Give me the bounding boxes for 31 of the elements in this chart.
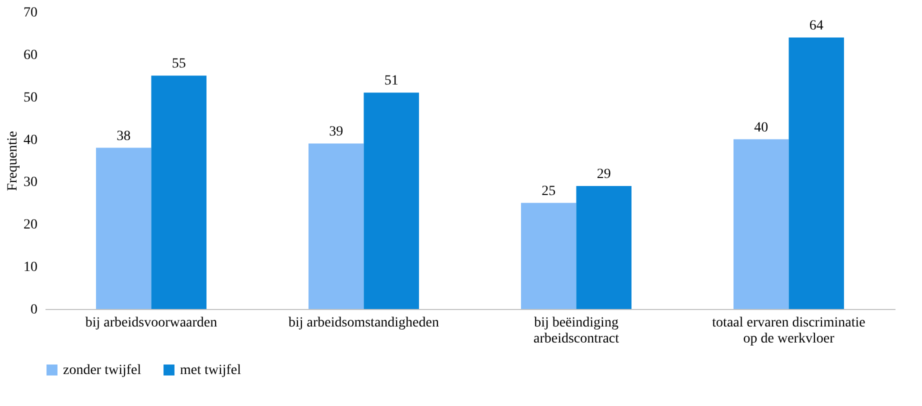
x-tick-label: totaal ervaren discriminatie op de werkvloer bbox=[712, 316, 866, 346]
legend-label: met twijfel bbox=[180, 363, 242, 378]
x-tick-label: bij arbeidsomstandigheden bbox=[288, 316, 439, 330]
data-label: 38 bbox=[116, 128, 131, 144]
legend-label: zonder twijfel bbox=[63, 363, 142, 378]
bar bbox=[521, 202, 576, 309]
y-tick-label: 60 bbox=[24, 48, 38, 63]
y-tick-label: 40 bbox=[24, 132, 38, 148]
data-label: 29 bbox=[596, 166, 611, 182]
bar bbox=[788, 37, 844, 309]
y-tick-label: 20 bbox=[24, 218, 38, 233]
bar bbox=[308, 144, 364, 309]
bar bbox=[151, 76, 206, 309]
bar bbox=[96, 148, 152, 309]
data-label: 64 bbox=[809, 18, 824, 34]
y-tick-label: 70 bbox=[24, 6, 38, 20]
bar bbox=[576, 186, 632, 309]
data-label: 39 bbox=[329, 124, 344, 140]
y-tick-label: 0 bbox=[30, 302, 38, 318]
data-label: 25 bbox=[542, 184, 556, 199]
x-tick-label: bij arbeidsvoorwaarden bbox=[85, 316, 218, 330]
y-axis-title: Frequentie bbox=[6, 131, 20, 191]
y-tick-label: 30 bbox=[24, 175, 38, 190]
data-label: 55 bbox=[172, 56, 186, 72]
y-tick-label: 50 bbox=[24, 90, 38, 106]
bar bbox=[364, 92, 419, 309]
x-tick-label: bij beëindiging arbeidscontract bbox=[533, 316, 620, 346]
bar bbox=[734, 139, 789, 309]
data-label: 40 bbox=[754, 120, 768, 136]
data-label: 51 bbox=[384, 74, 398, 89]
y-tick-label: 10 bbox=[24, 260, 38, 276]
